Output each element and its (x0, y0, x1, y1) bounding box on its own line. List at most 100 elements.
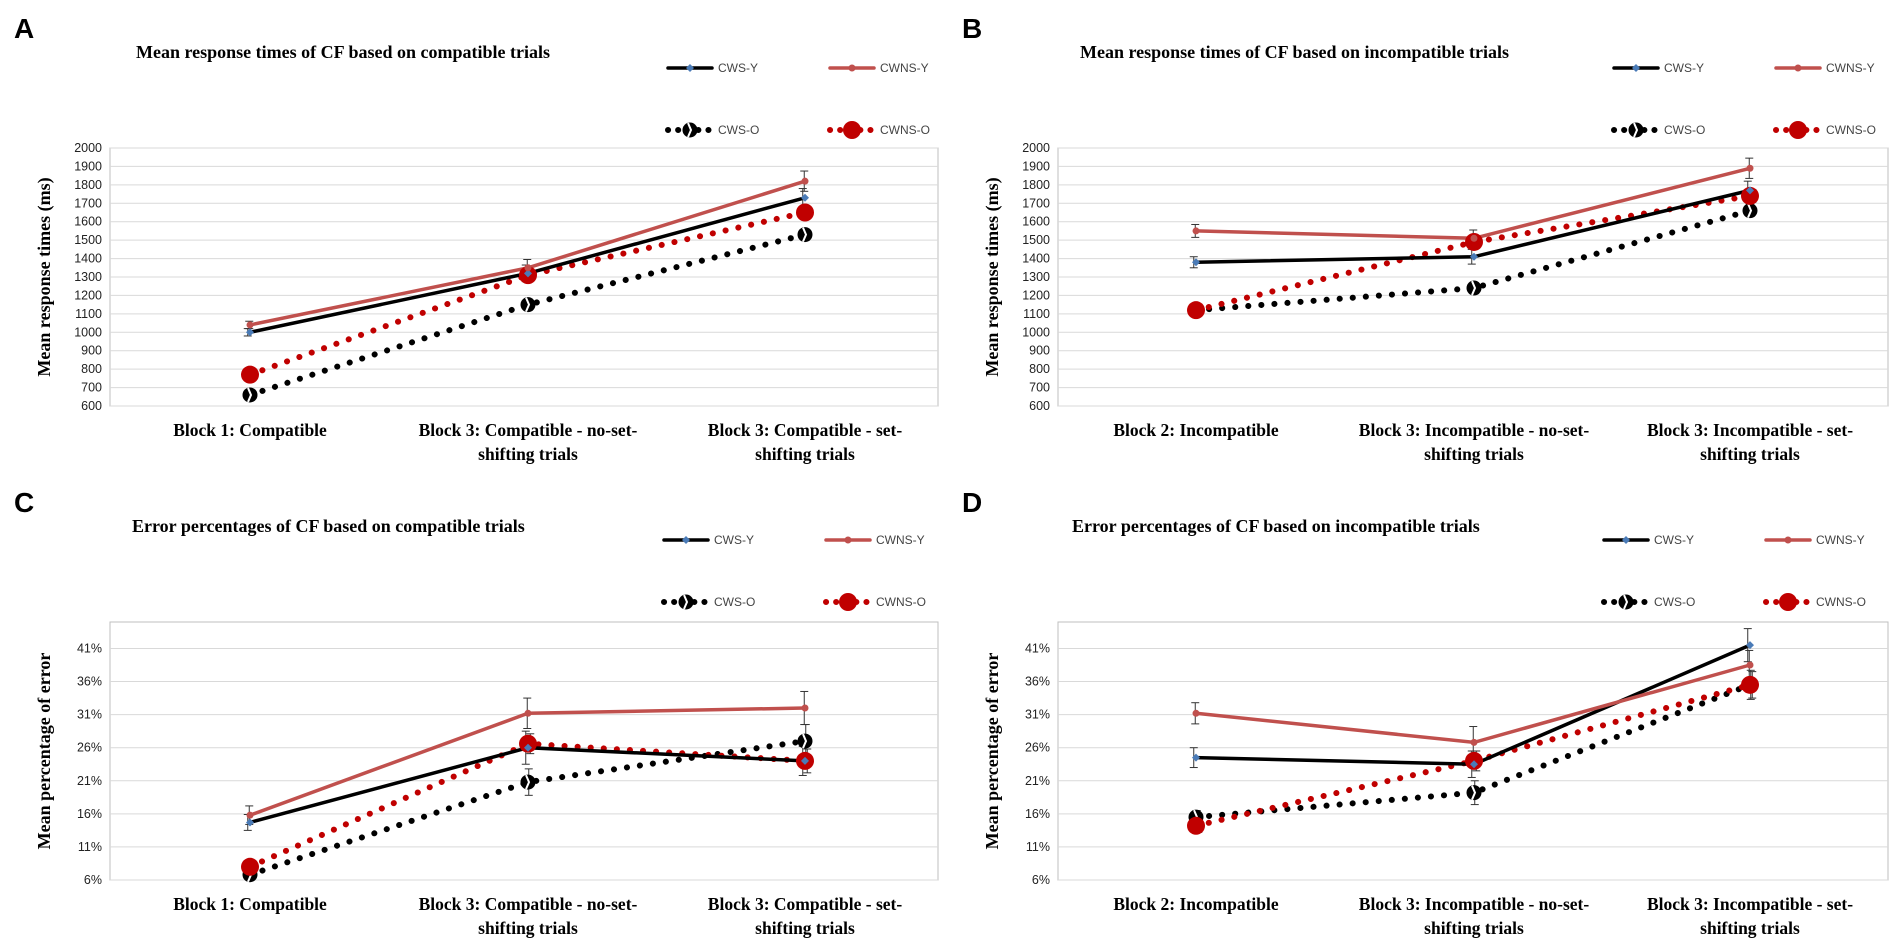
x-category-label: Block 3: Compatible - set- (708, 420, 903, 440)
legend-label-cwns-o: CWNS-O (1826, 123, 1876, 137)
x-category-label: shifting trials (1700, 444, 1800, 464)
legend-label-cwns-o: CWNS-O (1816, 595, 1866, 609)
panel-letter: A (14, 13, 34, 44)
y-tick-label: 1900 (74, 159, 102, 173)
y-tick-label: 800 (1029, 362, 1050, 376)
data-point-cws-o (242, 387, 258, 403)
data-point-cws-o (797, 227, 813, 243)
legend-label-cwns-o: CWNS-O (876, 595, 926, 609)
legend: CWS-Y CWNS-Y CWS-O CWNS-O (1601, 533, 1866, 611)
panel-letter: C (14, 487, 34, 518)
x-category-label: Block 2: Incompatible (1113, 420, 1279, 440)
x-category-label: shifting trials (1700, 918, 1800, 938)
panel-letter: D (962, 487, 982, 518)
y-tick-label: 1000 (74, 325, 102, 339)
data-point-cwns-o (1741, 675, 1759, 694)
data-point-cwns-y (246, 321, 254, 329)
legend-label-cwns-y: CWNS-Y (1816, 533, 1865, 547)
series-line-cws-o (1193, 681, 1753, 821)
data-point-cws-y (1192, 753, 1200, 762)
series-line-cws-o (247, 738, 808, 878)
data-point-cwns-y (1192, 709, 1200, 717)
y-tick-label: 16% (77, 807, 102, 821)
y-tick-label: 1600 (1022, 215, 1050, 229)
legend-marker-cwns-y (848, 64, 856, 72)
data-point-cwns-o (1187, 301, 1205, 320)
data-point-cwns-o (1187, 816, 1205, 835)
x-category-label: Block 3: Incompatible - set- (1647, 894, 1853, 914)
legend-marker-cws-y (682, 536, 690, 544)
data-point-cws-y (524, 269, 532, 278)
y-tick-label: 700 (81, 381, 102, 395)
legend-marker-cwns-o (1789, 121, 1807, 139)
x-category-label: Block 1: Compatible (173, 420, 327, 440)
y-tick-label: 36% (77, 675, 102, 689)
y-tick-label: 600 (1029, 399, 1050, 413)
chart-panel-d: D Error percentages of CF based on incomp… (962, 487, 1889, 938)
legend: CWS-Y CWNS-Y CWS-O CWNS-O (665, 61, 930, 139)
legend-label-cwns-o: CWNS-O (880, 123, 930, 137)
panel-letter: B (962, 13, 982, 44)
data-point-cws-o (520, 297, 536, 313)
legend-marker-cws-y (1632, 64, 1640, 72)
data-point-cws-o (1742, 203, 1758, 219)
legend-label-cws-y: CWS-Y (1664, 61, 1704, 75)
y-tick-label: 1300 (74, 270, 102, 284)
y-axis-label: Mean percentage of error (34, 653, 54, 850)
data-point-cwns-o (796, 203, 814, 222)
chart-panel-a: A Mean response times of CF based on comp… (14, 13, 939, 464)
legend-marker-cwns-o (1779, 593, 1797, 611)
series-line-cwns-o (247, 209, 808, 378)
y-tick-label: 6% (1032, 873, 1050, 887)
chart-title: Mean response times of CF based on compa… (136, 42, 550, 62)
data-point-cwns-y (524, 709, 532, 717)
legend-label-cws-y: CWS-Y (718, 61, 758, 75)
series-line-cws-o (1193, 207, 1753, 314)
data-point-cws-y (1746, 186, 1754, 195)
y-axis-label: Mean response times (ms) (34, 177, 55, 376)
x-category-label: shifting trials (1424, 444, 1524, 464)
y-tick-label: 700 (1029, 381, 1050, 395)
legend-marker-cwns-y (1794, 64, 1802, 72)
data-point-cws-y (801, 756, 809, 765)
legend-marker-cws-o (1618, 594, 1634, 610)
data-point-cws-y (1470, 252, 1478, 261)
legend: CWS-Y CWNS-Y CWS-O CWNS-O (1611, 61, 1876, 139)
y-tick-label: 21% (77, 774, 102, 788)
y-tick-label: 21% (1025, 774, 1050, 788)
legend-marker-cws-o (682, 122, 698, 138)
data-point-cws-y (1470, 760, 1478, 769)
legend-marker-cwns-y (844, 536, 852, 544)
y-tick-label: 31% (1025, 708, 1050, 722)
legend-marker-cws-o (1628, 122, 1644, 138)
legend-marker-cws-o (678, 594, 694, 610)
x-category-label: shifting trials (755, 444, 855, 464)
chart-title: Error percentages of CF based on compati… (132, 516, 525, 536)
data-point-cws-y (1746, 641, 1754, 650)
legend-label-cws-o: CWS-O (1654, 595, 1695, 609)
series-line-cws-y (1194, 188, 1752, 265)
y-tick-label: 6% (84, 873, 102, 887)
y-tick-label: 1700 (74, 196, 102, 210)
chart-title: Mean response times of CF based on incom… (1080, 42, 1509, 62)
legend-label-cws-y: CWS-Y (1654, 533, 1694, 547)
legend-marker-cwns-y (1784, 536, 1792, 544)
y-tick-label: 11% (1026, 840, 1050, 854)
y-tick-label: 16% (1025, 807, 1050, 821)
y-tick-label: 1200 (74, 288, 102, 302)
x-category-label: Block 3: Incompatible - no-set- (1359, 894, 1590, 914)
series-line-cws-o (247, 231, 808, 398)
legend-marker-cws-y (686, 64, 694, 72)
data-point-cwns-y (1470, 234, 1478, 242)
y-tick-label: 1500 (1022, 233, 1050, 247)
x-category-label: Block 3: Incompatible - no-set- (1359, 420, 1590, 440)
chart-panel-b: B Mean response times of CF based on inco… (962, 13, 1889, 464)
y-tick-label: 1500 (74, 233, 102, 247)
y-tick-label: 1200 (1022, 288, 1050, 302)
x-category-label: Block 3: Incompatible - set- (1647, 420, 1853, 440)
y-tick-label: 36% (1025, 675, 1050, 689)
y-tick-label: 1100 (1023, 307, 1050, 321)
legend-marker-cwns-o (843, 121, 861, 139)
data-point-cws-y (524, 743, 532, 752)
data-point-cws-y (246, 818, 254, 827)
